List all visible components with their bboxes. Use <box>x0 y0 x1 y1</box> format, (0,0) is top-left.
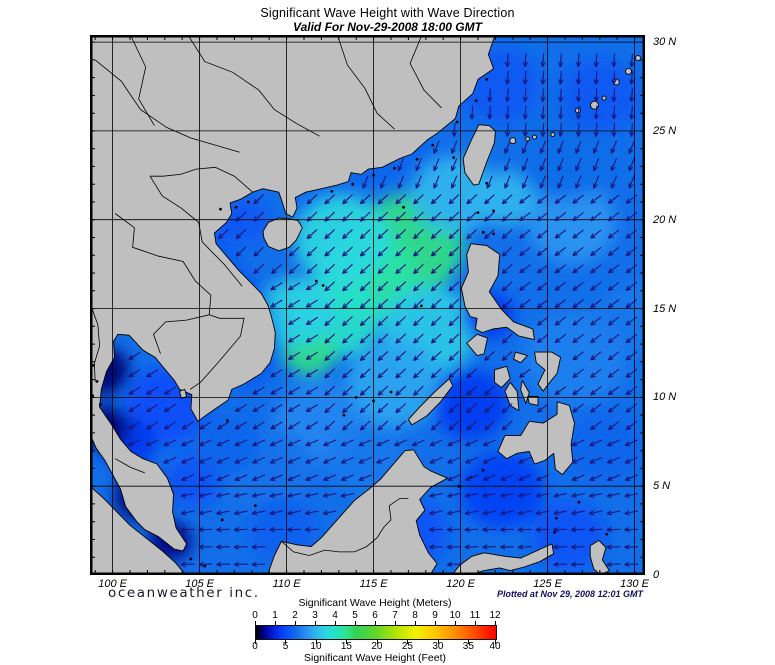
meters-tick-3: 3 <box>312 610 318 621</box>
meters-tickmark <box>395 621 396 625</box>
feet-tickmark <box>495 640 496 644</box>
lat-label-25n: 25 N <box>653 124 677 137</box>
lat-label-10n: 10 N <box>653 391 677 404</box>
meters-tickmark <box>495 621 496 625</box>
lon-label-130e: 130 E <box>620 578 649 590</box>
meters-tick-9: 9 <box>432 610 438 621</box>
meters-tick-11: 11 <box>469 610 481 621</box>
meters-tick-5: 5 <box>352 610 358 621</box>
oceanweather-logo: oceanweather inc. <box>108 585 260 601</box>
feet-tick-30: 30 <box>432 641 444 652</box>
chart-subtitle: Valid For Nov-29-2008 18:00 GMT <box>293 20 482 34</box>
meters-tick-8: 8 <box>412 610 418 621</box>
meters-tick-0: 0 <box>252 610 258 621</box>
chart-title: Significant Wave Height with Wave Direct… <box>260 6 515 20</box>
plotted-timestamp: Plotted at Nov 29, 2008 12:01 GMT <box>496 589 643 599</box>
feet-tickmark <box>376 640 378 644</box>
feet-tickmark <box>437 640 439 644</box>
meters-tickmark <box>315 621 316 625</box>
feet-tick-25: 25 <box>401 641 413 652</box>
meters-tickmark <box>255 621 256 625</box>
meters-tickmark <box>295 621 296 625</box>
feet-tick-10: 10 <box>310 641 322 652</box>
feet-tick-20: 20 <box>371 641 383 652</box>
meters-tickmark <box>455 621 456 625</box>
lon-label-120e: 120 E <box>446 578 475 590</box>
wave-direction-arrows <box>127 53 639 568</box>
meters-tick-6: 6 <box>372 610 378 621</box>
meters-tick-10: 10 <box>449 610 461 621</box>
meters-tick-1: 1 <box>272 610 278 621</box>
meters-tickmark <box>435 621 436 625</box>
feet-tickmark <box>285 640 287 644</box>
feet-tickmark <box>315 640 317 644</box>
feet-tick-35: 35 <box>462 641 474 652</box>
meters-tick-2: 2 <box>292 610 298 621</box>
feet-tickmark <box>346 640 348 644</box>
feet-tickmark <box>255 640 256 644</box>
feet-tick-5: 5 <box>282 641 289 652</box>
graticule <box>90 35 645 575</box>
colorbar <box>255 625 497 640</box>
lon-label-115e: 115 E <box>359 578 388 590</box>
wave-height-map <box>90 35 645 575</box>
map-border <box>90 35 645 575</box>
meters-tickmark <box>375 621 376 625</box>
lat-label-30n: 30 N <box>653 36 677 49</box>
legend-meters-label: Significant Wave Height (Meters) <box>298 597 452 609</box>
feet-tickmark <box>407 640 409 644</box>
lon-label-125e: 125 E <box>533 578 562 590</box>
legend-feet-label: Significant Wave Height (Feet) <box>303 652 446 664</box>
lat-label-0: 0 <box>653 569 660 581</box>
meters-tickmark <box>475 621 476 625</box>
lat-label-5n: 5 N <box>653 480 671 493</box>
lat-label-15n: 15 N <box>653 302 677 315</box>
lon-label-110e: 110 E <box>272 578 301 590</box>
map-frame <box>90 35 645 575</box>
feet-tick-15: 15 <box>340 641 352 652</box>
meters-tick-7: 7 <box>392 610 398 621</box>
land-polygons <box>90 35 610 575</box>
feet-tick-0: 0 <box>252 641 258 652</box>
feet-tick-40: 40 <box>489 641 501 652</box>
meters-tickmark <box>275 621 276 625</box>
meters-tick-4: 4 <box>332 610 338 621</box>
country-borders <box>90 35 442 556</box>
meters-tick-12: 12 <box>489 610 501 621</box>
lon-label-100e: 100 E <box>98 578 127 590</box>
feet-tickmark <box>468 640 470 644</box>
lat-label-20n: 20 N <box>653 213 677 226</box>
meters-tickmark <box>355 621 356 625</box>
meters-tickmark <box>335 621 336 625</box>
lon-label-105e: 105 E <box>185 578 214 590</box>
meters-tickmark <box>415 621 416 625</box>
